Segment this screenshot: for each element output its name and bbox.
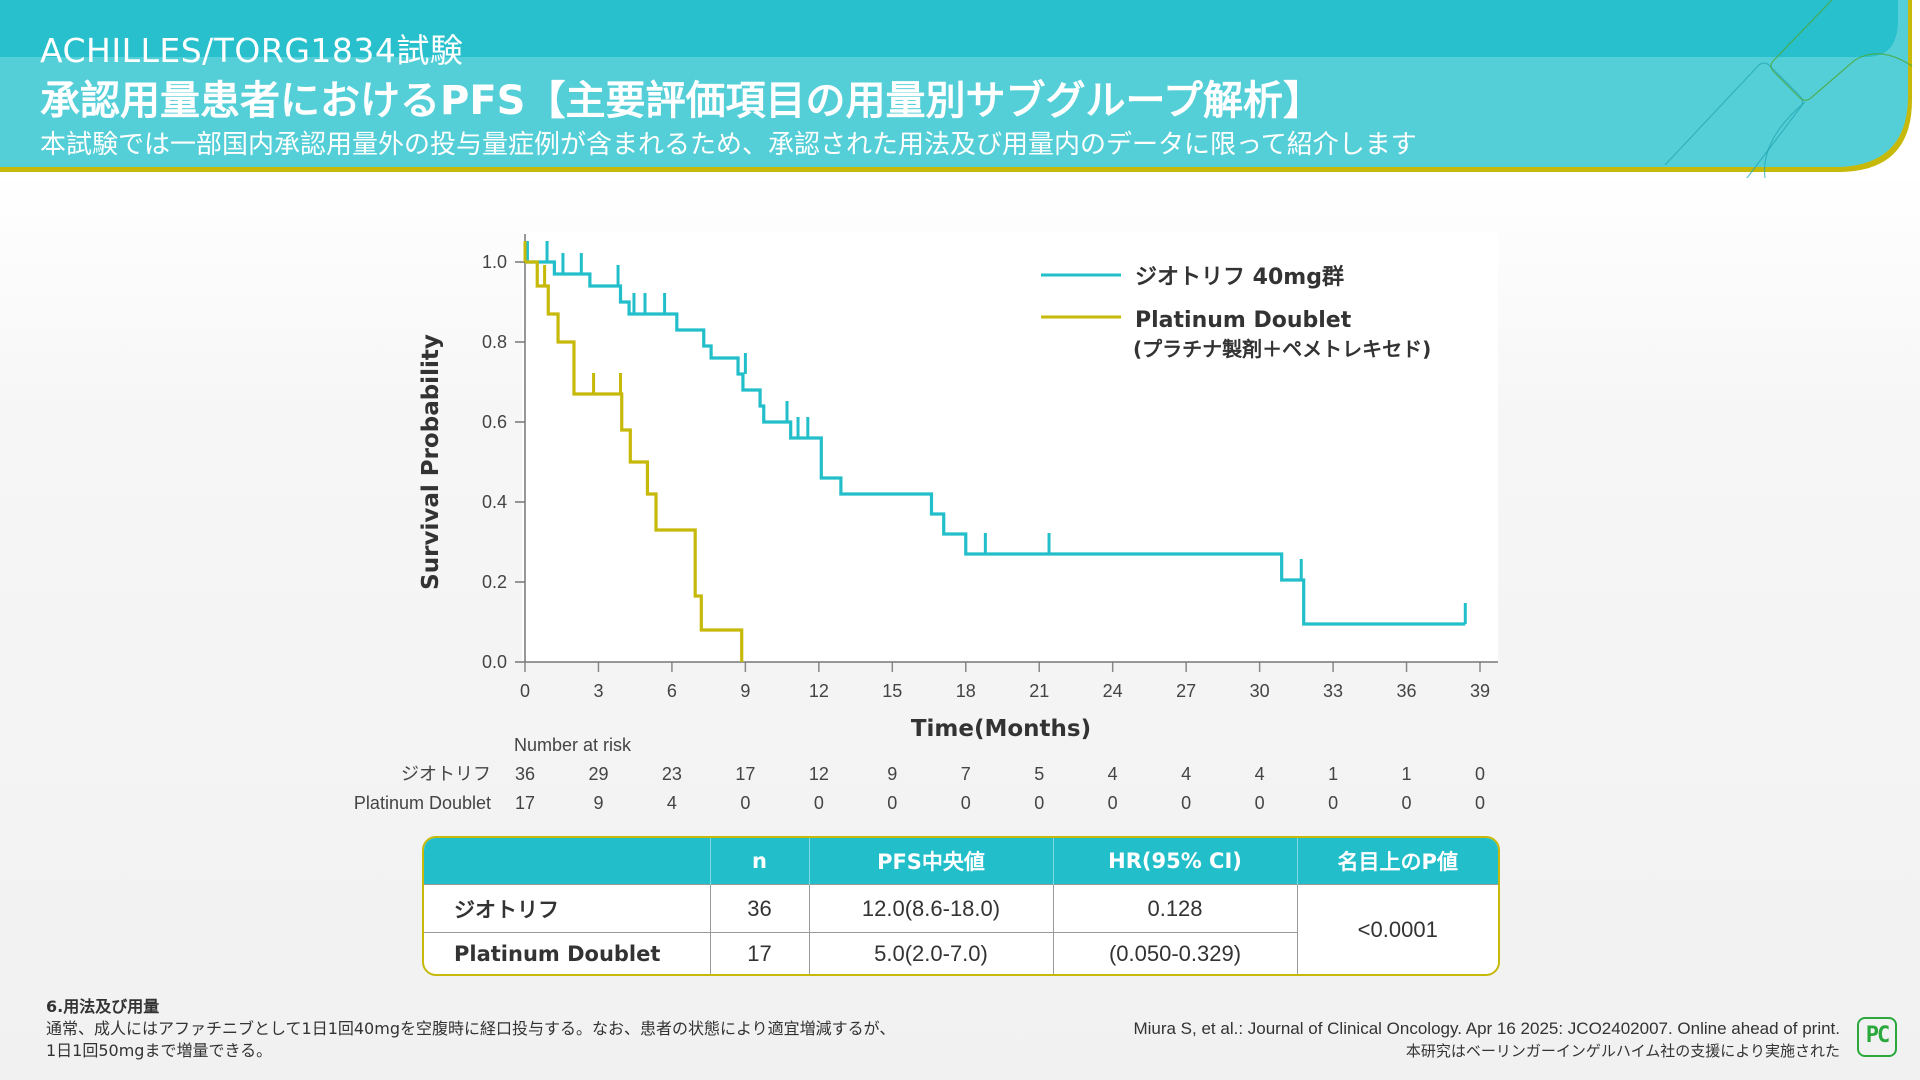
x-axis-title: Time(Months) — [911, 716, 1091, 742]
summary-header-row: n PFS中央値 HR(95% CI) 名目上のP値 — [424, 838, 1498, 885]
x-tick-label: 12 — [809, 681, 829, 701]
risk-value: 0 — [1328, 793, 1338, 813]
risk-value: 0 — [1475, 764, 1485, 784]
risk-table-title: Number at risk — [514, 735, 632, 755]
x-tick-label: 15 — [882, 681, 902, 701]
cell-hr: 0.128 — [1052, 883, 1297, 933]
risk-value: 1 — [1402, 764, 1412, 784]
header-cell-p: 名目上のP値 — [1296, 838, 1498, 885]
km-curve-platinum — [525, 260, 744, 662]
y-tick-label: 0.6 — [482, 412, 507, 432]
dosage-line-1: 通常、成人にはアファチニブとして1日1回40mgを空腹時に経口投与する。なお、患… — [46, 1019, 896, 1038]
risk-value: 17 — [515, 793, 535, 813]
risk-value: 4 — [1181, 764, 1191, 784]
y-tick-label: 0.0 — [482, 652, 507, 672]
risk-value: 23 — [662, 764, 682, 784]
x-tick-label: 21 — [1029, 681, 1049, 701]
risk-value: 0 — [1181, 793, 1191, 813]
citation-block: Miura S, et al.: Journal of Clinical Onc… — [1133, 1018, 1840, 1062]
x-tick-label: 27 — [1176, 681, 1196, 701]
risk-value: 4 — [1108, 764, 1118, 784]
risk-value: 4 — [667, 793, 677, 813]
risk-value: 0 — [1034, 793, 1044, 813]
risk-value: 5 — [1034, 764, 1044, 784]
cell-n: 36 — [709, 883, 809, 933]
citation: Miura S, et al.: Journal of Clinical Onc… — [1133, 1019, 1840, 1038]
cell-median: 5.0(2.0-7.0) — [808, 932, 1053, 974]
x-tick-label: 18 — [956, 681, 976, 701]
risk-value: 0 — [887, 793, 897, 813]
y-tick-label: 0.2 — [482, 572, 507, 592]
x-tick-label: 24 — [1103, 681, 1123, 701]
dosage-title: 6.用法及び用量 — [46, 997, 160, 1016]
y-tick-label: 1.0 — [482, 252, 507, 272]
km-curve-afatinib — [525, 260, 1466, 626]
risk-value: 0 — [740, 793, 750, 813]
risk-value: 0 — [1255, 793, 1265, 813]
study-name: ACHILLES/TORG1834試験 — [40, 31, 464, 70]
risk-value: 36 — [515, 764, 535, 784]
x-tick-label: 3 — [593, 681, 603, 701]
x-tick-label: 39 — [1470, 681, 1490, 701]
legend-label-platinum: Platinum Doublet — [1135, 308, 1352, 333]
risk-value: 12 — [809, 764, 829, 784]
legend-sublabel-platinum: (プラチナ製剤＋ペメトレキセド) — [1133, 337, 1431, 361]
risk-row-label: Platinum Doublet — [354, 793, 491, 813]
risk-value: 0 — [1402, 793, 1412, 813]
y-axis-title: Survival Probability — [418, 334, 444, 590]
summary-table: n PFS中央値 HR(95% CI) 名目上のP値 ジオトリフ 36 12.0… — [422, 836, 1500, 976]
risk-value: 1 — [1328, 764, 1338, 784]
x-tick-label: 0 — [520, 681, 530, 701]
page-title: 承認用量患者におけるPFS【主要評価項目の用量別サブグループ解析】 — [40, 78, 1324, 124]
y-tick-label: 0.4 — [482, 492, 507, 512]
plot-area — [522, 232, 1498, 662]
pc-logo-icon: PC — [1857, 1017, 1897, 1057]
x-tick-label: 36 — [1397, 681, 1417, 701]
header-cell-median: PFS中央値 — [808, 838, 1053, 885]
header-cell-empty — [424, 838, 710, 885]
cell-median: 12.0(8.6-18.0) — [808, 883, 1053, 933]
risk-value: 0 — [1475, 793, 1485, 813]
risk-value: 9 — [887, 764, 897, 784]
x-tick-label: 6 — [667, 681, 677, 701]
risk-value: 17 — [735, 764, 755, 784]
page-subtitle: 本試験では一部国内承認用量外の投与量症例が含まれるため、承認された用法及び用量内… — [40, 130, 1417, 160]
risk-value: 0 — [1108, 793, 1118, 813]
row-label: ジオトリフ — [424, 883, 710, 933]
header-background — [0, 0, 1913, 178]
cell-n: 17 — [709, 932, 809, 974]
risk-value: 0 — [814, 793, 824, 813]
header-cell-hr: HR(95% CI) — [1052, 838, 1297, 885]
header-cell-n: n — [709, 838, 809, 885]
dosage-line-2: 1日1回50mgまで増量できる。 — [46, 1041, 273, 1060]
legend-label-afatinib: ジオトリフ 40mg群 — [1135, 264, 1344, 290]
risk-value: 29 — [588, 764, 608, 784]
cell-hr: (0.050-0.329) — [1052, 932, 1297, 974]
table-row: ジオトリフ 36 12.0(8.6-18.0) 0.128 <0.0001 — [424, 883, 1498, 974]
km-chart: 0.00.20.40.60.81.0 0 3 6 9 12 15 18 21 24 27 30 33 3… — [354, 232, 1498, 813]
x-tick-label: 9 — [740, 681, 750, 701]
risk-value: 0 — [961, 793, 971, 813]
support-note: 本研究はベーリンガーインゲルハイム社の支援により実施された — [1405, 1042, 1840, 1060]
dosage-note: 6.用法及び用量 通常、成人にはアファチニブとして1日1回40mgを空腹時に経口… — [46, 996, 895, 1062]
x-tick-label: 30 — [1250, 681, 1270, 701]
row-label: Platinum Doublet — [424, 932, 710, 974]
risk-value: 4 — [1255, 764, 1265, 784]
legend: ジオトリフ 40mg群 Platinum Doublet (プラチナ製剤＋ペメト… — [1041, 264, 1431, 361]
x-tick-label: 33 — [1323, 681, 1343, 701]
table-row: Platinum Doublet 17 5.0(2.0-7.0) (0.050-… — [424, 932, 1498, 974]
header-banner: ACHILLES/TORG1834試験 承認用量患者におけるPFS【主要評価項目… — [0, 0, 1920, 178]
cell-p-value: <0.0001 — [1296, 884, 1498, 974]
y-tick-label: 0.8 — [482, 332, 507, 352]
risk-row-label: ジオトリフ — [401, 764, 491, 784]
risk-value: 9 — [593, 793, 603, 813]
risk-value: 7 — [961, 764, 971, 784]
